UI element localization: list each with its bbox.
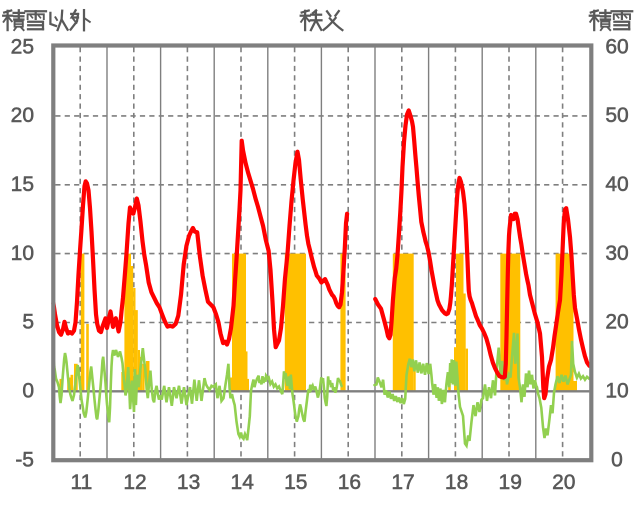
svg-text:-5: -5 — [15, 448, 34, 471]
svg-text:30: 30 — [605, 242, 628, 265]
svg-text:16: 16 — [338, 471, 361, 494]
svg-text:13: 13 — [177, 471, 200, 494]
svg-text:50: 50 — [605, 104, 628, 127]
svg-text:20: 20 — [552, 471, 575, 494]
svg-text:20: 20 — [11, 104, 34, 127]
svg-text:12: 12 — [123, 471, 146, 494]
svg-text:11: 11 — [70, 471, 92, 494]
svg-text:15: 15 — [284, 471, 307, 494]
svg-text:0: 0 — [611, 448, 623, 471]
svg-text:19: 19 — [499, 471, 522, 494]
svg-text:17: 17 — [391, 471, 414, 494]
svg-text:0: 0 — [22, 380, 34, 403]
svg-text:5: 5 — [22, 311, 34, 334]
svg-text:14: 14 — [231, 471, 255, 494]
svg-text:15: 15 — [11, 173, 34, 196]
svg-text:18: 18 — [445, 471, 468, 494]
svg-text:10: 10 — [605, 380, 628, 403]
svg-text:40: 40 — [605, 173, 628, 196]
svg-text:10: 10 — [11, 242, 34, 265]
svg-text:60: 60 — [605, 35, 628, 58]
svg-text:25: 25 — [11, 35, 34, 58]
svg-text:20: 20 — [605, 311, 628, 334]
